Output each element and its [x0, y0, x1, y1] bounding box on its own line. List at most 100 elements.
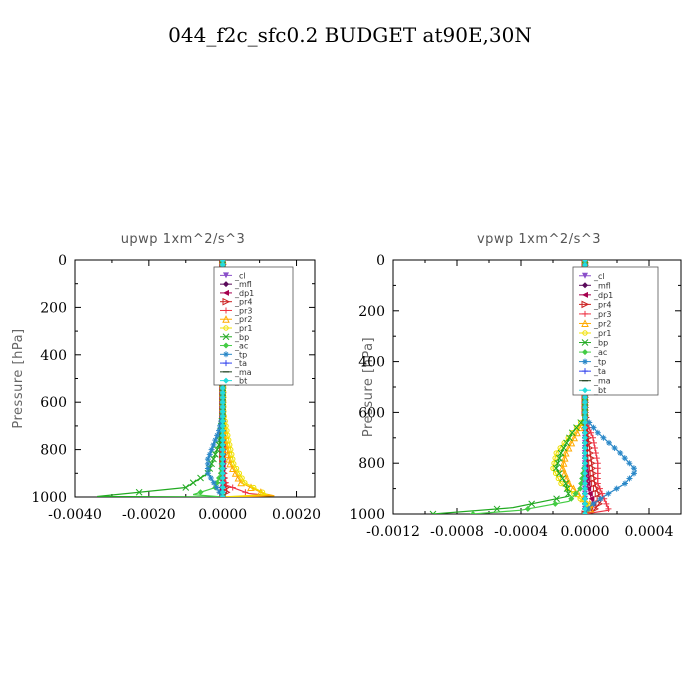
data-point — [560, 444, 568, 452]
data-point — [594, 489, 603, 498]
panel-title: upwp 1xm^2/s^3 — [121, 232, 246, 247]
data-point — [594, 429, 601, 436]
legend: _cl_mfl_dp1_pr4_pr3_pr2_pr1_bp_ac_tp_ta_… — [572, 266, 659, 396]
data-point — [586, 419, 593, 426]
legend-marker — [582, 310, 588, 317]
data-point — [219, 261, 226, 268]
data-point — [605, 490, 612, 497]
legend-marker — [582, 282, 588, 289]
data-point — [204, 460, 211, 467]
data-point — [605, 505, 612, 512]
x-tick-label: 0.0004 — [625, 524, 674, 540]
data-point — [582, 450, 588, 457]
x-tick-label: -0.0004 — [494, 524, 548, 540]
series-line — [472, 260, 586, 514]
legend-label: _pr3 — [593, 310, 611, 319]
legend-label: _ta — [593, 367, 606, 376]
data-point — [211, 450, 219, 458]
data-point — [189, 479, 197, 487]
data-point — [600, 434, 607, 441]
chart-panels: upwp 1xm^2/s^3 Pressure [hPa] 0 200 400 600 80… — [11, 232, 682, 540]
legend-entry-mfl: _mfl — [579, 281, 611, 290]
data-point — [582, 511, 588, 514]
data-point — [204, 456, 211, 463]
data-point — [230, 456, 236, 462]
legend-label: _tp — [234, 350, 247, 359]
legend-label: _tp — [593, 358, 606, 367]
data-point — [219, 418, 226, 425]
data-point — [588, 464, 597, 473]
legend-label: _ac — [234, 342, 248, 351]
data-point — [594, 470, 601, 477]
data-point — [582, 439, 588, 446]
y-tick-label: 600 — [358, 405, 385, 421]
y-tick-label: 1000 — [31, 490, 67, 506]
data-point — [219, 427, 226, 434]
data-point — [216, 427, 222, 434]
data-point — [557, 445, 563, 451]
data-point — [559, 475, 566, 482]
data-point — [552, 464, 560, 472]
legend-marker — [223, 325, 229, 331]
data-point — [219, 494, 226, 497]
y-tick-label: 600 — [40, 395, 67, 411]
data-point — [596, 485, 603, 492]
legend-marker — [582, 387, 588, 394]
data-point — [586, 490, 593, 497]
legend-label: _pr4 — [593, 300, 611, 309]
data-point — [226, 437, 232, 443]
data-point — [573, 424, 580, 431]
data-point — [582, 424, 588, 431]
data-point — [553, 450, 559, 456]
data-point — [572, 490, 579, 497]
y-tick-label: 1000 — [349, 507, 385, 523]
series-bp — [429, 260, 589, 514]
legend-entry-pr3: _pr3 — [220, 306, 252, 315]
data-point — [567, 438, 576, 447]
legend-entry-bt: _bt — [220, 377, 247, 386]
y-tick-label: 200 — [40, 300, 67, 316]
data-point — [219, 441, 226, 448]
data-point — [582, 495, 588, 502]
data-point — [592, 484, 601, 493]
legend-marker — [223, 281, 229, 288]
data-point — [219, 460, 226, 467]
data-point — [197, 474, 204, 482]
data-point — [208, 446, 215, 453]
data-point — [588, 429, 594, 436]
data-point — [622, 480, 628, 487]
legend-label: _pr2 — [234, 315, 252, 324]
legend-entry-dp1: _dp1 — [579, 291, 613, 300]
legend-marker — [582, 330, 588, 336]
data-point — [219, 384, 226, 391]
data-point — [207, 475, 214, 482]
legend-marker — [582, 368, 588, 375]
data-point — [630, 465, 637, 472]
data-point — [212, 437, 219, 444]
x-tick-label: 0.0000 — [561, 524, 610, 540]
data-point — [228, 446, 234, 453]
legend-entry-ta: _ta — [579, 367, 606, 376]
data-point — [219, 451, 226, 458]
data-point — [550, 465, 556, 471]
data-point — [613, 485, 620, 492]
data-point — [229, 451, 235, 458]
data-point — [210, 441, 217, 448]
data-point — [219, 399, 226, 406]
y-tick-label: 400 — [40, 348, 67, 364]
legend-entry-ta: _ta — [220, 359, 247, 368]
legend-label: _pr1 — [593, 329, 611, 338]
data-point — [219, 432, 226, 439]
data-point — [219, 465, 226, 472]
data-point — [568, 429, 576, 437]
data-point — [582, 394, 588, 401]
data-point — [582, 399, 588, 406]
data-point — [582, 409, 588, 416]
data-point — [219, 489, 226, 496]
legend-label: _mfl — [234, 280, 252, 289]
data-point — [626, 460, 633, 467]
data-point — [233, 465, 240, 472]
data-point — [590, 439, 597, 446]
data-point — [219, 470, 226, 477]
legend-marker — [223, 342, 229, 349]
